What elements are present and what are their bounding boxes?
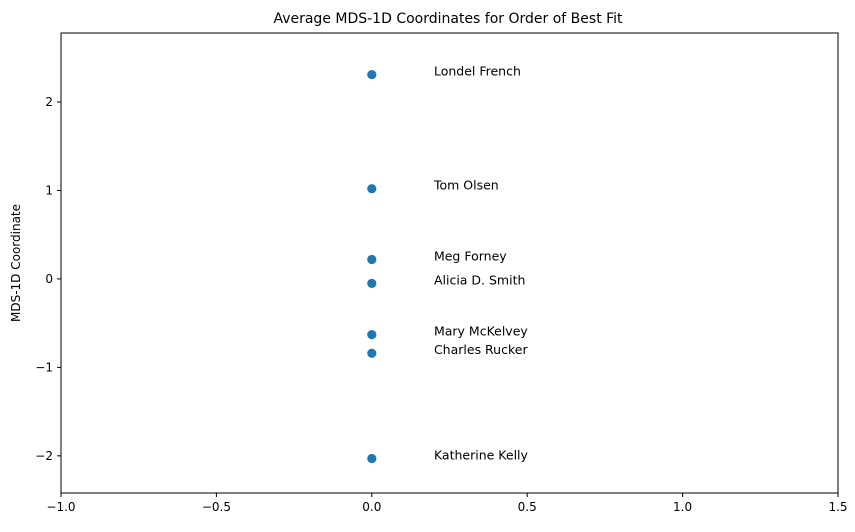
- scatter-point: [367, 453, 377, 464]
- chart-title: Average MDS-1D Coordinates for Order of …: [273, 11, 623, 27]
- scatter-point: [367, 278, 377, 288]
- y-tick-label: 0: [45, 272, 53, 286]
- y-tick-label: −2: [35, 449, 53, 463]
- y-tick-label: −1: [35, 360, 53, 374]
- point-label: Meg Forney: [434, 248, 507, 263]
- point-labels: Londel French Tom Olsen Meg Forney Alicia D…: [433, 64, 529, 463]
- plot-area-frame: [60, 32, 839, 494]
- scatter-point: [367, 348, 377, 358]
- x-tick-label: 0.0: [362, 500, 381, 514]
- point-label: Alicia D. Smith: [434, 272, 525, 287]
- y-axis-ticks: −2 −1 0 1 2: [35, 95, 61, 463]
- x-tick-label: 0.5: [518, 500, 537, 514]
- point-label: Londel French: [434, 64, 521, 79]
- point-label: Mary McKelvey: [434, 324, 528, 339]
- y-tick-label: 2: [45, 95, 53, 109]
- y-tick-label: 1: [45, 183, 53, 197]
- x-tick-label: −1.0: [46, 500, 75, 514]
- scatter-point: [367, 254, 377, 265]
- scatter-point: [367, 69, 377, 80]
- y-axis-label: MDS-1D Coordinate: [9, 204, 23, 322]
- point-label: Tom Olsen: [433, 178, 499, 193]
- x-tick-label: 1.0: [673, 500, 692, 514]
- scatter-point: [367, 184, 377, 194]
- x-tick-label: −0.5: [202, 500, 231, 514]
- x-tick-label: 1.5: [828, 500, 847, 514]
- x-axis-ticks: −1.0 −0.5 0.0 0.5 1.0 1.5: [46, 493, 848, 514]
- scatter-point: [367, 330, 377, 340]
- point-label: Charles Rucker: [434, 342, 529, 357]
- point-label: Katherine Kelly: [434, 448, 529, 463]
- scatter-points: [367, 69, 377, 464]
